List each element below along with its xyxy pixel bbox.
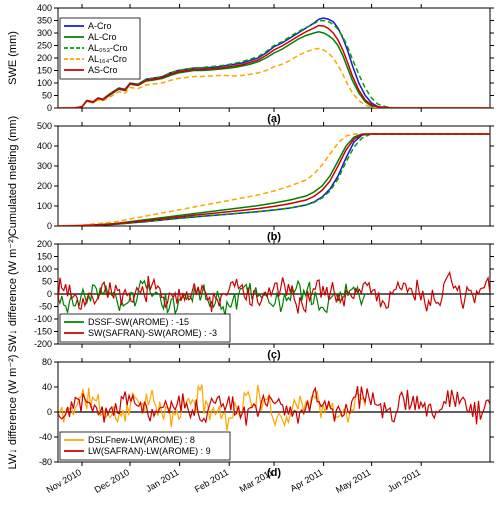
svg-text:0: 0 (47, 221, 52, 231)
svg-text:Jun 2011: Jun 2011 (386, 467, 423, 494)
svg-text:100: 100 (37, 264, 52, 274)
svg-text:80: 80 (42, 357, 52, 367)
svg-text:AL-Cro: AL-Cro (88, 32, 117, 42)
svg-text:300: 300 (37, 161, 52, 171)
svg-text:Cumulated melting (mm): Cumulated melting (mm) (7, 116, 19, 236)
svg-text:400: 400 (37, 3, 52, 13)
svg-text:LW(SAFRAN)-LW(AROME) : 9: LW(SAFRAN)-LW(AROME) : 9 (88, 446, 211, 456)
svg-text:Feb 2011: Feb 2011 (193, 467, 230, 494)
svg-text:200: 200 (37, 181, 52, 191)
svg-text:Jan 2011: Jan 2011 (144, 467, 181, 494)
svg-text:500: 500 (37, 121, 52, 131)
svg-text:AS-Cro: AS-Cro (88, 65, 118, 75)
svg-text:AL₁₆₄-Cro: AL₁₆₄-Cro (88, 54, 127, 64)
svg-text:100: 100 (37, 201, 52, 211)
svg-text:0: 0 (47, 289, 52, 299)
svg-text:A-Cro: A-Cro (88, 21, 112, 31)
svg-text:SW↓ difference (W m⁻²): SW↓ difference (W m⁻²) (7, 236, 19, 353)
svg-text:50: 50 (42, 277, 52, 287)
svg-text:400: 400 (37, 141, 52, 151)
svg-text:Dec 2010: Dec 2010 (93, 467, 131, 495)
svg-text:LW↓ difference (W m⁻²): LW↓ difference (W m⁻²) (7, 355, 19, 470)
svg-text:100: 100 (37, 78, 52, 88)
svg-text:DSLFnew-LW(AROME) : 8: DSLFnew-LW(AROME) : 8 (88, 435, 195, 445)
svg-text:150: 150 (37, 252, 52, 262)
svg-text:-80: -80 (39, 457, 52, 467)
svg-text:-150: -150 (34, 327, 52, 337)
chart-svg: 050100150200250300350400SWE (mm)(a)A-Cro… (0, 0, 500, 512)
svg-text:-50: -50 (39, 302, 52, 312)
svg-text:50: 50 (42, 91, 52, 101)
svg-text:350: 350 (37, 16, 52, 26)
svg-text:May 2011: May 2011 (334, 467, 373, 495)
svg-text:200: 200 (37, 239, 52, 249)
svg-text:-40: -40 (39, 432, 52, 442)
figure: 050100150200250300350400SWE (mm)(a)A-Cro… (0, 0, 500, 512)
svg-text:DSSF-SW(AROME) : -15: DSSF-SW(AROME) : -15 (88, 317, 189, 327)
svg-text:SWE (mm): SWE (mm) (7, 31, 19, 85)
svg-text:150: 150 (37, 66, 52, 76)
svg-text:300: 300 (37, 28, 52, 38)
svg-text:SW(SAFRAN)-SW(AROME) : -3: SW(SAFRAN)-SW(AROME) : -3 (88, 328, 217, 338)
svg-text:-200: -200 (34, 339, 52, 349)
svg-text:Mar 2011: Mar 2011 (238, 467, 275, 494)
svg-text:-100: -100 (34, 314, 52, 324)
svg-text:40: 40 (42, 382, 52, 392)
svg-text:250: 250 (37, 41, 52, 51)
svg-text:Nov 2010: Nov 2010 (45, 467, 83, 495)
svg-text:AL₀₅₃-Cro: AL₀₅₃-Cro (88, 43, 128, 53)
svg-text:0: 0 (47, 103, 52, 113)
svg-text:0: 0 (47, 407, 52, 417)
svg-text:200: 200 (37, 53, 52, 63)
svg-text:Apr 2011: Apr 2011 (289, 467, 325, 494)
